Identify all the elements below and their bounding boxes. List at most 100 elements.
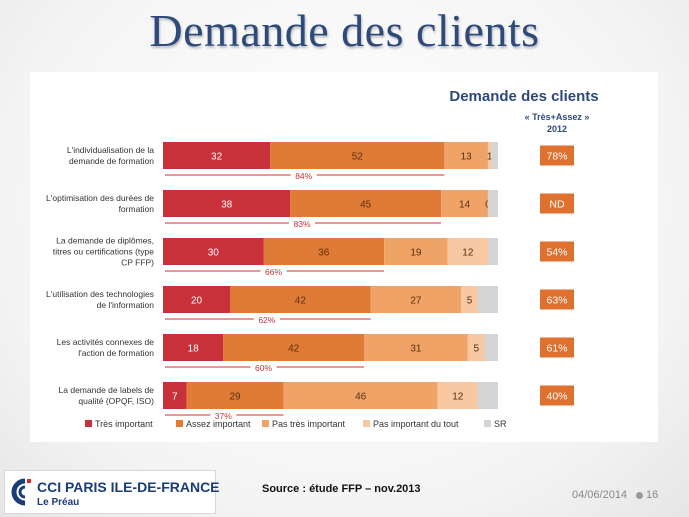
bar-segment-sr	[491, 142, 498, 169]
segment-value-label: 29	[229, 392, 241, 403]
segment-value-label: 19	[410, 248, 422, 259]
segment-value-label: 5	[473, 344, 479, 355]
bar-segment-pas_tres	[370, 286, 462, 313]
segment-value-label: 5	[467, 296, 473, 307]
category-label: La demande de diplômes,	[56, 236, 154, 246]
legend-label: Pas important du tout	[373, 419, 459, 429]
badge-2012-value: 54%	[546, 247, 567, 259]
legend-swatch-sr	[484, 420, 491, 427]
segment-value-label: 52	[352, 152, 364, 163]
badge-2012-value: ND	[549, 199, 565, 211]
chart-title: Demande des clients	[449, 88, 598, 105]
segment-value-label: 18	[188, 344, 200, 355]
sum-label-bg	[289, 217, 316, 229]
segment-value-label: 45	[360, 200, 372, 211]
logo-name: CCI PARIS ILE-DE-FRANCE	[37, 479, 220, 495]
sum-label: 60%	[255, 363, 272, 373]
bar-segment-assez	[186, 382, 284, 409]
legend-swatch-assez	[176, 420, 183, 427]
badge-2012-value: 78%	[546, 151, 567, 163]
segment-value-label: 42	[288, 344, 300, 355]
segment-value-label: 42	[295, 296, 307, 307]
bar-segment-assez	[290, 190, 442, 217]
bar-segment-assez	[230, 286, 371, 313]
sum-label-bg	[260, 265, 287, 277]
legend-label: Pas très important	[272, 419, 346, 429]
bar-segment-pas_tres	[364, 334, 468, 361]
category-label: de l'information	[97, 300, 155, 310]
bar-segment-tres	[163, 190, 291, 217]
segment-value-label: 46	[355, 392, 367, 403]
badge-2012-value: 61%	[546, 343, 567, 355]
legend-label: SR	[494, 419, 507, 429]
category-label: qualité (OPQF, ISO)	[78, 396, 154, 406]
bar-segment-pas_tres	[384, 238, 448, 265]
legend-label: Très important	[95, 419, 153, 429]
bar-segment-sr	[487, 190, 498, 217]
bar-segment-sr	[477, 286, 498, 313]
badge-2012	[540, 289, 574, 310]
legend-swatch-pas_tout	[363, 420, 370, 427]
segment-value-label: 38	[221, 200, 233, 211]
bar-segment-tres	[163, 142, 271, 169]
sum-label: 83%	[294, 219, 311, 229]
bar-segment-sr	[487, 238, 498, 265]
segment-value-label: 36	[318, 248, 330, 259]
sum-label-bg	[250, 361, 277, 373]
badge-2012	[540, 241, 574, 262]
footer-date: 04/06/2014	[572, 489, 628, 501]
badge-2012	[540, 193, 574, 214]
sum-label: 37%	[215, 411, 232, 421]
page-number: 16	[646, 489, 659, 501]
sum-label: 84%	[295, 171, 312, 181]
source-note: Source : étude FFP – nov.2013	[262, 483, 421, 495]
footer-dot	[636, 492, 643, 499]
legend-swatch-tres	[85, 420, 92, 427]
bar-segment-pas_tout	[437, 382, 478, 409]
segment-value-label: 31	[410, 344, 422, 355]
segment-value-label: 12	[462, 248, 474, 259]
bar-segment-tres	[163, 382, 187, 409]
bar-segment-assez	[270, 142, 445, 169]
sum-label: 62%	[258, 315, 275, 325]
sum-label-bg	[253, 313, 280, 325]
segment-value-label: 14	[459, 200, 471, 211]
logo-subtitle: Le Préau	[37, 497, 80, 508]
badge-2012-value: 63%	[546, 295, 567, 307]
chart-panel: Demande des clients « Très+Assez » 2012 L'i…	[30, 72, 658, 442]
cci-logo: CCI PARIS ILE-DE-FRANCE Le Préau	[4, 470, 220, 514]
bar-segment-sr	[477, 382, 498, 409]
category-label: L'individualisation de la	[67, 145, 154, 155]
category-label: CP FFP)	[121, 258, 154, 268]
badge-2012	[540, 385, 574, 406]
category-label: L'utilisation des technologies	[46, 289, 154, 299]
category-label: Les activités connexes de	[57, 337, 155, 347]
badge-2012-value: 40%	[546, 391, 567, 403]
category-label: La demande de labels de	[59, 385, 155, 395]
segment-value-label: 7	[172, 392, 178, 403]
segment-value-label: 30	[208, 248, 220, 259]
bar-segment-pas_tres	[441, 190, 488, 217]
sum-label-bg	[210, 409, 237, 421]
bar-segment-assez	[263, 238, 385, 265]
bar-segment-tres	[163, 238, 264, 265]
bar-segment-assez	[223, 334, 364, 361]
bar-segment-sr	[484, 334, 498, 361]
sum-label: 66%	[265, 267, 282, 277]
category-label: formation	[119, 204, 155, 214]
bar-segment-tres	[163, 286, 230, 313]
category-label: titres ou certifications (type	[53, 247, 154, 257]
cci-logo-icon	[11, 478, 31, 506]
legend-label: Assez important	[186, 419, 251, 429]
side-header-line: « Très+Assez »	[525, 112, 590, 122]
side-header-line: 2012	[547, 124, 567, 134]
segment-value-label: 13	[461, 152, 473, 163]
bar-segment-pas_tres	[283, 382, 438, 409]
bar-segment-pas_tout	[447, 238, 488, 265]
category-label: L'optimisation des durées de	[46, 193, 154, 203]
category-label: demande de formation	[69, 156, 154, 166]
legend-swatch-pas_tres	[262, 420, 269, 427]
bar-segment-pas_tout	[461, 286, 478, 313]
bar-segment-pas_tout	[487, 142, 492, 169]
bar-segment-pas_tout	[467, 334, 485, 361]
